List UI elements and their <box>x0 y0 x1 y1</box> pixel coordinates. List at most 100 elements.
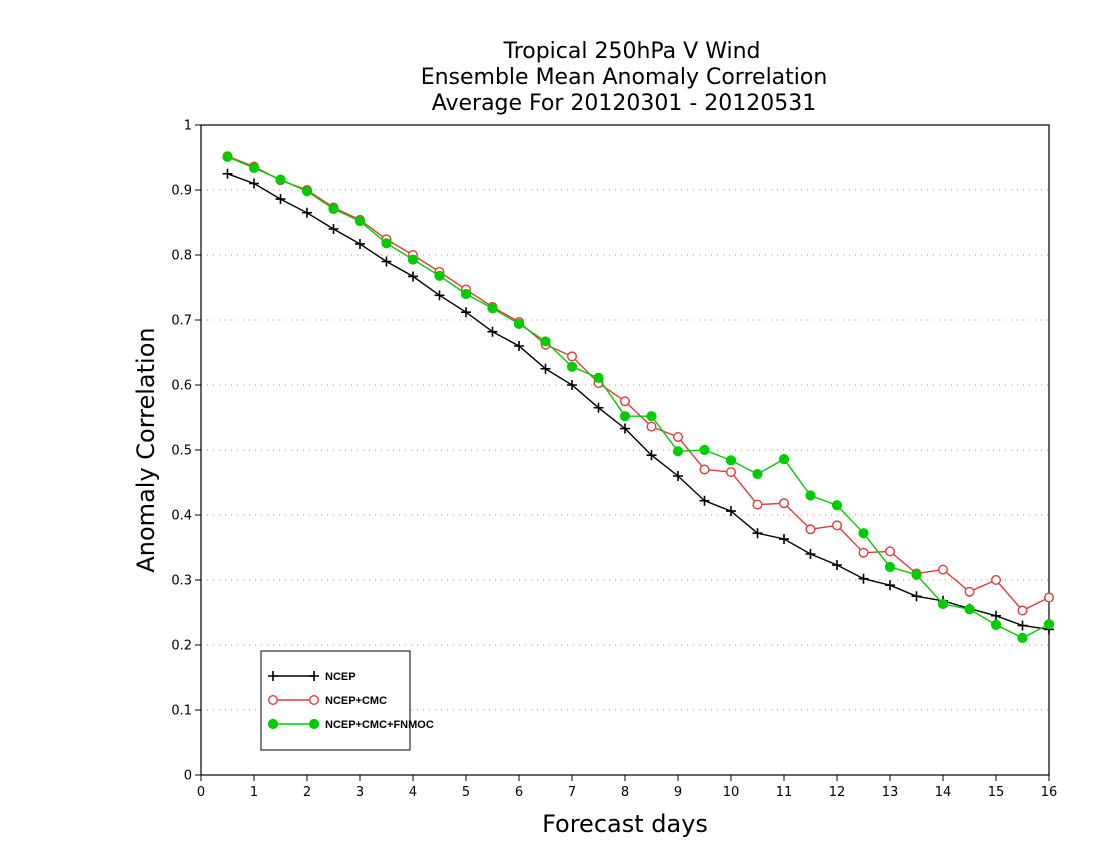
data-point-ncep <box>752 528 763 539</box>
data-point-ncep <box>381 256 392 267</box>
y-tick-label: 0.1 <box>171 704 192 719</box>
y-tick-label: 0.7 <box>171 314 192 329</box>
legend-marker <box>309 695 320 706</box>
y-tick-label: 0.5 <box>171 444 192 459</box>
data-point-ncep-cmc-fnmoc <box>460 288 472 300</box>
y-tick-label: 1 <box>184 119 192 134</box>
data-point-ncep-cmc-fnmoc <box>407 254 419 265</box>
data-point-ncep-cmc <box>620 396 631 407</box>
legend-marker <box>308 718 320 730</box>
data-point-ncep-cmc-fnmoc <box>248 162 260 173</box>
x-tick-label: 7 <box>568 785 576 800</box>
data-point-ncep <box>567 380 577 390</box>
data-point-ncep-cmc-fnmoc <box>566 361 578 372</box>
legend-label: NCEP+CMC <box>325 695 387 707</box>
series-line-ncep <box>227 173 1050 631</box>
data-point-ncep <box>514 341 524 351</box>
y-tick-label: 0.4 <box>171 509 192 524</box>
data-point-ncep-cmc <box>752 499 763 510</box>
data-point-ncep-cmc-fnmoc <box>434 270 445 281</box>
data-point-ncep <box>699 495 710 506</box>
data-point-ncep-cmc-fnmoc <box>805 490 816 501</box>
data-point-ncep-cmc <box>885 546 896 557</box>
data-point-ncep <box>461 307 471 318</box>
data-point-ncep-cmc <box>991 575 1002 586</box>
data-point-ncep-cmc-fnmoc <box>619 411 631 422</box>
data-point-ncep-cmc-fnmoc <box>222 151 233 162</box>
data-point-ncep <box>779 534 789 545</box>
data-point-ncep-cmc <box>964 586 975 597</box>
y-tick-label: 0.9 <box>171 184 192 199</box>
data-point-ncep <box>222 168 233 179</box>
data-point-ncep-cmc-fnmoc <box>672 446 684 457</box>
x-tick-label: 10 <box>723 785 740 800</box>
x-tick-label: 6 <box>515 785 523 800</box>
series-line-ncep-cmc <box>227 155 1050 612</box>
data-point-ncep <box>593 402 604 413</box>
series-ncep-cmc <box>222 151 1054 616</box>
data-point-ncep-cmc-fnmoc <box>990 619 1002 630</box>
y-tick-label: 0.6 <box>171 379 192 394</box>
data-point-ncep-cmc-fnmoc <box>301 186 313 197</box>
gridlines <box>201 189 1049 711</box>
data-point-ncep <box>673 471 683 481</box>
data-point-ncep-cmc-fnmoc <box>275 174 286 185</box>
legend-label: NCEP+CMC+FNMOC <box>325 719 434 731</box>
data-point-ncep-cmc-fnmoc <box>646 411 657 422</box>
x-tick-label: 4 <box>409 785 417 800</box>
legend-item-ncep-cmc-fnmoc: NCEP+CMC+FNMOC <box>267 718 434 731</box>
data-point-ncep <box>911 591 922 602</box>
data-point-ncep-cmc <box>805 524 816 535</box>
legend-marker <box>267 718 279 730</box>
data-point-ncep <box>487 326 498 337</box>
data-point-ncep-cmc <box>938 564 949 575</box>
data-point-ncep-cmc <box>673 432 684 443</box>
legend-marker <box>268 695 279 706</box>
data-point-ncep <box>275 194 286 205</box>
data-point-ncep-cmc-fnmoc <box>540 336 551 347</box>
data-point-ncep-cmc-fnmoc <box>381 238 392 249</box>
data-point-ncep <box>832 560 842 571</box>
series-line-ncep-cmc-fnmoc <box>227 156 1050 639</box>
y-tick-label: 0.8 <box>171 249 192 264</box>
chart-title-line-1: Tropical 250hPa V Wind <box>502 39 760 64</box>
series-group <box>222 151 1055 643</box>
data-point-ncep-cmc-fnmoc <box>328 203 339 214</box>
legend: NCEP NCEP+CMC NCEP+CMC+FNMOC <box>260 650 434 751</box>
data-point-ncep-cmc-fnmoc <box>513 318 525 329</box>
data-point-ncep <box>726 506 736 517</box>
data-point-ncep <box>991 610 1001 621</box>
data-point-ncep <box>328 224 339 234</box>
x-tick-label: 14 <box>935 785 952 800</box>
data-point-ncep-cmc-fnmoc <box>831 500 843 511</box>
data-point-ncep-cmc-fnmoc <box>699 444 710 456</box>
x-tick-label: 3 <box>356 785 364 800</box>
data-point-ncep <box>805 549 816 559</box>
chart-title-line-2: Ensemble Mean Anomaly Correlation <box>421 65 828 90</box>
y-tick-label: 0.3 <box>171 574 192 589</box>
x-tick-label: 12 <box>829 785 846 800</box>
y-axis: 0 0.1 0.2 0.3 0.4 0.5 0.6 0.7 0.8 0.9 1 <box>171 119 201 784</box>
data-point-ncep-cmc-fnmoc <box>725 455 737 466</box>
data-point-ncep-cmc <box>726 467 737 478</box>
data-point-ncep <box>249 178 259 189</box>
data-point-ncep-cmc-fnmoc <box>487 303 498 314</box>
x-tick-label: 1 <box>250 785 258 800</box>
data-point-ncep <box>302 207 312 218</box>
data-point-ncep-cmc-fnmoc <box>1043 619 1055 630</box>
legend-marker <box>268 671 278 681</box>
x-tick-label: 2 <box>303 785 311 800</box>
legend-item-ncep: NCEP <box>268 671 356 683</box>
data-point-ncep-cmc <box>699 464 710 475</box>
data-point-ncep <box>858 573 869 584</box>
data-point-ncep-cmc <box>1017 605 1028 616</box>
data-point-ncep-cmc-fnmoc <box>937 598 949 610</box>
x-tick-label: 13 <box>882 785 899 800</box>
data-point-ncep <box>540 363 551 374</box>
data-point-ncep-cmc <box>1043 592 1054 603</box>
x-tick-label: 0 <box>197 785 205 800</box>
data-point-ncep-cmc <box>779 498 790 509</box>
data-point-ncep-cmc-fnmoc <box>778 454 790 465</box>
legend-label: NCEP <box>325 671 356 683</box>
